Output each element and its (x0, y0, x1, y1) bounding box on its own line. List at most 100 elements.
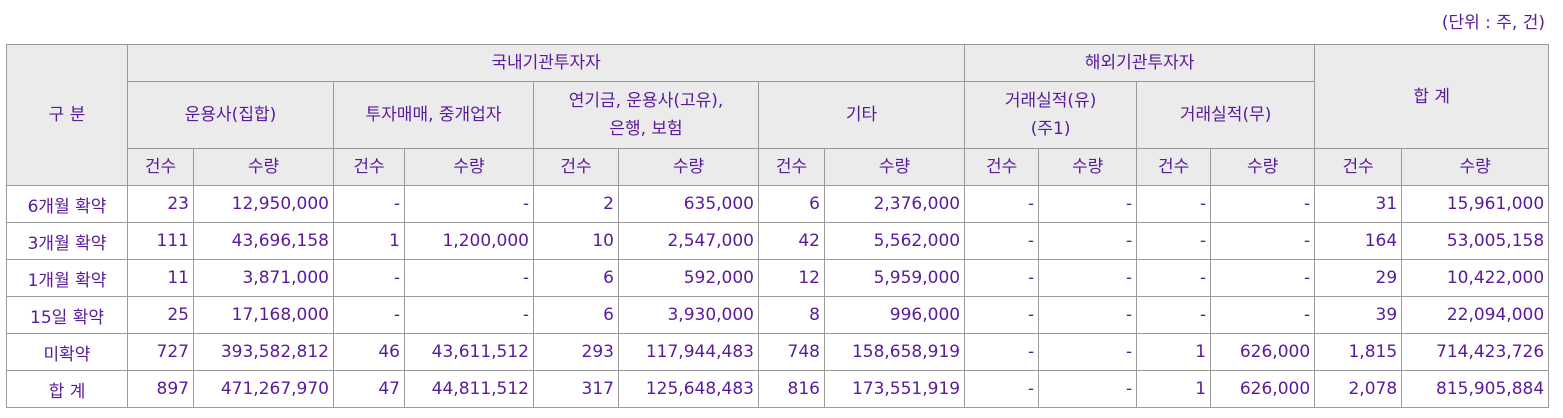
count-quantity-header-row: 건수 수량 건수 수량 건수 수량 건수 수량 건수 수량 건수 수량 건수 수량 (7, 148, 1550, 186)
count-cell: 6 (758, 185, 825, 223)
quantity-cell: 635,000 (618, 185, 759, 223)
header-quantity: 수량 (404, 148, 534, 186)
quantity-cell: 471,267,970 (193, 370, 334, 408)
row-label: 합 계 (6, 370, 128, 408)
header-quantity: 수량 (193, 148, 334, 186)
count-cell: 11 (127, 259, 194, 297)
count-cell: 46 (333, 333, 405, 371)
count-cell: - (964, 185, 1040, 223)
count-cell: 25 (127, 296, 194, 334)
header-asset-mgmt: 운용사(집합) (127, 81, 334, 149)
count-cell: - (333, 259, 405, 297)
header-count: 건수 (1136, 148, 1212, 186)
header-count: 건수 (758, 148, 825, 186)
header-dealer-broker: 투자매매, 중개업자 (333, 81, 534, 149)
quantity-cell: 2,376,000 (823, 185, 966, 223)
quantity-cell: 2,547,000 (618, 222, 759, 260)
count-cell: 2,078 (1314, 370, 1403, 408)
quantity-cell: 5,959,000 (823, 259, 966, 297)
quantity-cell: 626,000 (1210, 370, 1316, 408)
table-row: 합 계 897 471,267,970 47 44,811,512 317 125,648,… (6, 370, 1550, 408)
table-row: 6개월 확약 23 12,950,000- -2 635,000 6 2,376,000- -… (6, 185, 1550, 223)
header-domestic: 국내기관투자자 (126, 44, 966, 82)
quantity-cell: 626,000 (1210, 333, 1316, 371)
quantity-cell: 1,200,000 (404, 222, 534, 260)
count-cell: - (333, 185, 405, 223)
table-row: 15일 확약 25 17,168,000- -6 3,930,000 8 996,000- -… (6, 296, 1550, 334)
quantity-cell: - (1038, 222, 1138, 260)
header-quantity: 수량 (823, 148, 966, 186)
count-cell: 293 (533, 333, 619, 371)
row-label: 3개월 확약 (6, 222, 128, 260)
header-foreign: 해외기관투자자 (964, 44, 1316, 82)
quantity-cell: - (404, 185, 534, 223)
quantity-cell: 44,811,512 (404, 370, 534, 408)
count-cell: 29 (1314, 259, 1403, 297)
header-other: 기타 (757, 81, 966, 149)
header-quantity: 수량 (1401, 148, 1550, 186)
header-quantity: 수량 (618, 148, 759, 186)
count-cell: - (333, 296, 405, 334)
quantity-cell: 815,905,884 (1401, 370, 1550, 408)
count-cell: 748 (758, 333, 825, 371)
header-pension: 연기금, 운용사(고유), 은행, 보험 (533, 81, 759, 149)
row-label: 6개월 확약 (6, 185, 128, 223)
count-cell: 47 (333, 370, 405, 408)
count-cell: - (964, 333, 1040, 371)
quantity-cell: 3,930,000 (618, 296, 759, 334)
header-quantity: 수량 (1038, 148, 1138, 186)
quantity-cell: 393,582,812 (193, 333, 334, 371)
count-cell: 317 (533, 370, 619, 408)
header-count: 건수 (964, 148, 1040, 186)
quantity-cell: 173,551,919 (823, 370, 966, 408)
header-count: 건수 (1314, 148, 1403, 186)
count-cell: - (964, 222, 1040, 260)
quantity-cell: 714,423,726 (1401, 333, 1550, 371)
quantity-cell: - (1210, 296, 1316, 334)
quantity-cell: 158,658,919 (823, 333, 966, 371)
count-cell: 1,815 (1314, 333, 1403, 371)
header-trade-yes-line1: 거래실적(유) (1004, 91, 1097, 111)
count-cell: 727 (127, 333, 194, 371)
quantity-cell: 12,950,000 (193, 185, 334, 223)
count-cell: 42 (758, 222, 825, 260)
count-cell: 6 (533, 259, 619, 297)
count-cell: 8 (758, 296, 825, 334)
quantity-cell: 3,871,000 (193, 259, 334, 297)
header-quantity: 수량 (1210, 148, 1316, 186)
count-cell: 6 (533, 296, 619, 334)
count-cell: 1 (1136, 333, 1212, 371)
quantity-cell: - (1210, 222, 1316, 260)
header-count: 건수 (333, 148, 405, 186)
count-cell: 897 (127, 370, 194, 408)
count-cell: 164 (1314, 222, 1403, 260)
row-label: 미확약 (6, 333, 128, 371)
table-row: 3개월 확약 111 43,696,158 1 1,200,000 10 2,547,000… (6, 222, 1550, 260)
count-cell: 12 (758, 259, 825, 297)
table-body: 6개월 확약 23 12,950,000- -2 635,000 6 2,376,000- -… (6, 185, 1550, 408)
count-cell: 39 (1314, 296, 1403, 334)
quantity-cell: - (1038, 185, 1138, 223)
count-cell: - (1136, 259, 1212, 297)
quantity-cell: - (1038, 259, 1138, 297)
quantity-cell: - (1210, 185, 1316, 223)
quantity-cell: 53,005,158 (1401, 222, 1550, 260)
quantity-cell: 22,094,000 (1401, 296, 1550, 334)
header-trade-no: 거래실적(무) (1136, 81, 1316, 149)
quantity-cell: 5,562,000 (823, 222, 966, 260)
header-count: 건수 (127, 148, 194, 186)
quantity-cell: 996,000 (823, 296, 966, 334)
quantity-cell: 17,168,000 (193, 296, 334, 334)
quantity-cell: - (1038, 333, 1138, 371)
quantity-cell: - (1038, 296, 1138, 334)
count-cell: - (1136, 185, 1212, 223)
count-cell: 816 (758, 370, 825, 408)
table-row: 미확약 727 393,582,812 46 43,611,512 293 117,944,… (6, 333, 1550, 371)
quantity-cell: 43,611,512 (404, 333, 534, 371)
count-cell: - (964, 259, 1040, 297)
row-label: 15일 확약 (6, 296, 128, 334)
quantity-cell: 43,696,158 (193, 222, 334, 260)
header-trade-yes: 거래실적(유) (주1) (964, 81, 1138, 149)
quantity-cell: - (1210, 259, 1316, 297)
header-count: 건수 (533, 148, 619, 186)
